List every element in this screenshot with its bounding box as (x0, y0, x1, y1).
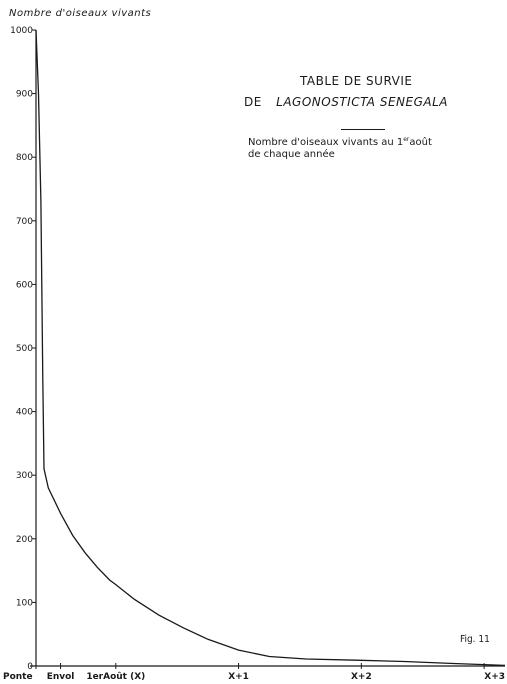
title-underline (341, 129, 385, 130)
chart-title-line2: DE LAGONOSTICTA SENEGALA (244, 95, 448, 109)
x-tick-label: X+1 (228, 672, 249, 682)
chart-title: TABLE DE SURVIE (300, 74, 413, 88)
subtitle-line1: Nombre d'oiseaux vivants au 1eraoût (248, 137, 432, 149)
subtitle-line2: de chaque année (248, 149, 335, 160)
y-tick-label: 900 (16, 90, 33, 100)
x-tick-label: 1erAoût (X) (86, 672, 145, 682)
subtitle-superscript: er (403, 136, 410, 143)
y-ticks: 0 100 200 300 400 500 600 700 800 900 1000 (10, 26, 36, 672)
subtitle-text: Nombre d'oiseaux vivants au 1 (248, 137, 404, 148)
y-tick-label: 600 (16, 280, 33, 290)
x-ticks: Ponte Envol 1erAoût (X) X+1 X+2 X+3 (3, 663, 505, 682)
y-tick-label: 500 (16, 344, 33, 354)
y-tick-label: 800 (16, 153, 33, 163)
survival-curve (35, 29, 506, 667)
y-tick-label: 0 (27, 662, 33, 672)
figure-label: Fig. 11 (460, 634, 490, 645)
subtitle-aout: août (409, 137, 432, 148)
x-tick-label: Envol (47, 672, 75, 682)
title-species: LAGONOSTICTA SENEGALA (276, 95, 448, 109)
y-axis-title: Nombre d'oiseaux vivants (9, 8, 152, 19)
x-tick-label: X+2 (351, 672, 372, 682)
x-tick-label: X+3 (484, 672, 505, 682)
title-prefix: DE (244, 95, 262, 109)
y-tick-label: 100 (16, 598, 33, 608)
y-tick-label: 300 (16, 471, 33, 481)
y-tick-label: 700 (16, 217, 33, 227)
chart-subtitle: Nombre d'oiseaux vivants au 1eraoût de c… (248, 137, 432, 161)
x-tick-label: Ponte (3, 672, 33, 682)
y-tick-label: 400 (16, 408, 33, 418)
y-tick-label: 1000 (10, 26, 33, 36)
y-tick-label: 200 (16, 535, 33, 545)
